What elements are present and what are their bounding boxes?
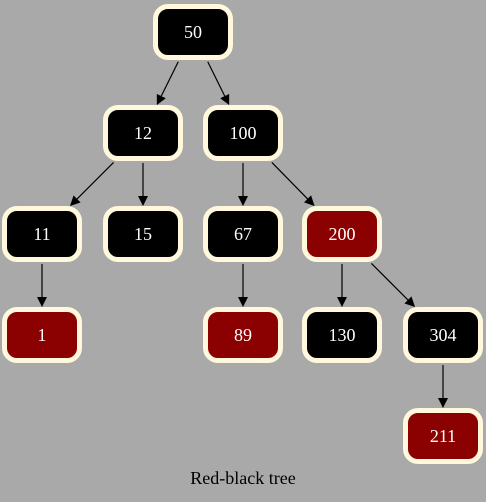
tree-node-100: 100	[203, 105, 283, 161]
tree-node-304: 304	[403, 307, 483, 363]
tree-node-130: 130	[302, 307, 382, 363]
tree-node-89: 89	[203, 307, 283, 363]
tree-node-211: 211	[403, 408, 483, 464]
tree-node-200: 200	[302, 206, 382, 262]
edge-200-to-304	[370, 262, 416, 308]
tree-node-50: 50	[153, 4, 233, 60]
tree-node-15: 15	[103, 206, 183, 262]
edge-50-to-12	[156, 61, 179, 106]
tree-node-67: 67	[203, 206, 283, 262]
edge-50-to-100	[207, 61, 230, 106]
edge-100-to-200	[271, 162, 315, 207]
tree-node-12: 12	[103, 105, 183, 161]
tree-node-1: 1	[2, 307, 82, 363]
diagram-caption: Red-black tree	[190, 468, 296, 488]
edge-12-to-11	[70, 161, 115, 206]
tree-node-11: 11	[2, 206, 82, 262]
